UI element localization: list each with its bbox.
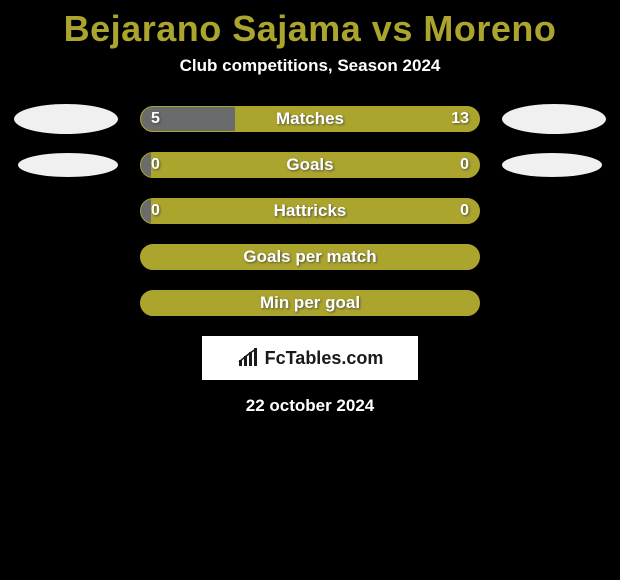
stat-row: 0Hattricks0 bbox=[0, 198, 620, 224]
stat-right-value: 0 bbox=[460, 199, 469, 223]
stat-label: Min per goal bbox=[141, 291, 479, 315]
comparison-chart: 5Matches130Goals00Hattricks0Goals per ma… bbox=[0, 106, 620, 316]
stat-right-value: 13 bbox=[451, 107, 469, 131]
logo: FcTables.com bbox=[237, 348, 384, 369]
logo-box: FcTables.com bbox=[202, 336, 418, 380]
logo-text: FcTables.com bbox=[265, 348, 384, 369]
player-left-marker bbox=[18, 153, 118, 177]
stat-row: 0Goals0 bbox=[0, 152, 620, 178]
stat-right-value: 0 bbox=[460, 153, 469, 177]
stat-label: Goals bbox=[141, 153, 479, 177]
stat-bar: 0Goals0 bbox=[140, 152, 480, 178]
page-subtitle: Club competitions, Season 2024 bbox=[0, 56, 620, 76]
stat-label: Goals per match bbox=[141, 245, 479, 269]
stat-bar: Goals per match bbox=[140, 244, 480, 270]
stat-row: Min per goal bbox=[0, 290, 620, 316]
player-right-marker bbox=[502, 104, 606, 134]
stat-label: Hattricks bbox=[141, 199, 479, 223]
stat-row: Goals per match bbox=[0, 244, 620, 270]
stat-label: Matches bbox=[141, 107, 479, 131]
date-text: 22 october 2024 bbox=[0, 396, 620, 416]
page-title: Bejarano Sajama vs Moreno bbox=[0, 0, 620, 50]
stat-row: 5Matches13 bbox=[0, 106, 620, 132]
barchart-icon bbox=[237, 348, 261, 368]
stat-bar: Min per goal bbox=[140, 290, 480, 316]
player-left-marker bbox=[14, 104, 118, 134]
stat-bar: 0Hattricks0 bbox=[140, 198, 480, 224]
stat-bar: 5Matches13 bbox=[140, 106, 480, 132]
player-right-marker bbox=[502, 153, 602, 177]
